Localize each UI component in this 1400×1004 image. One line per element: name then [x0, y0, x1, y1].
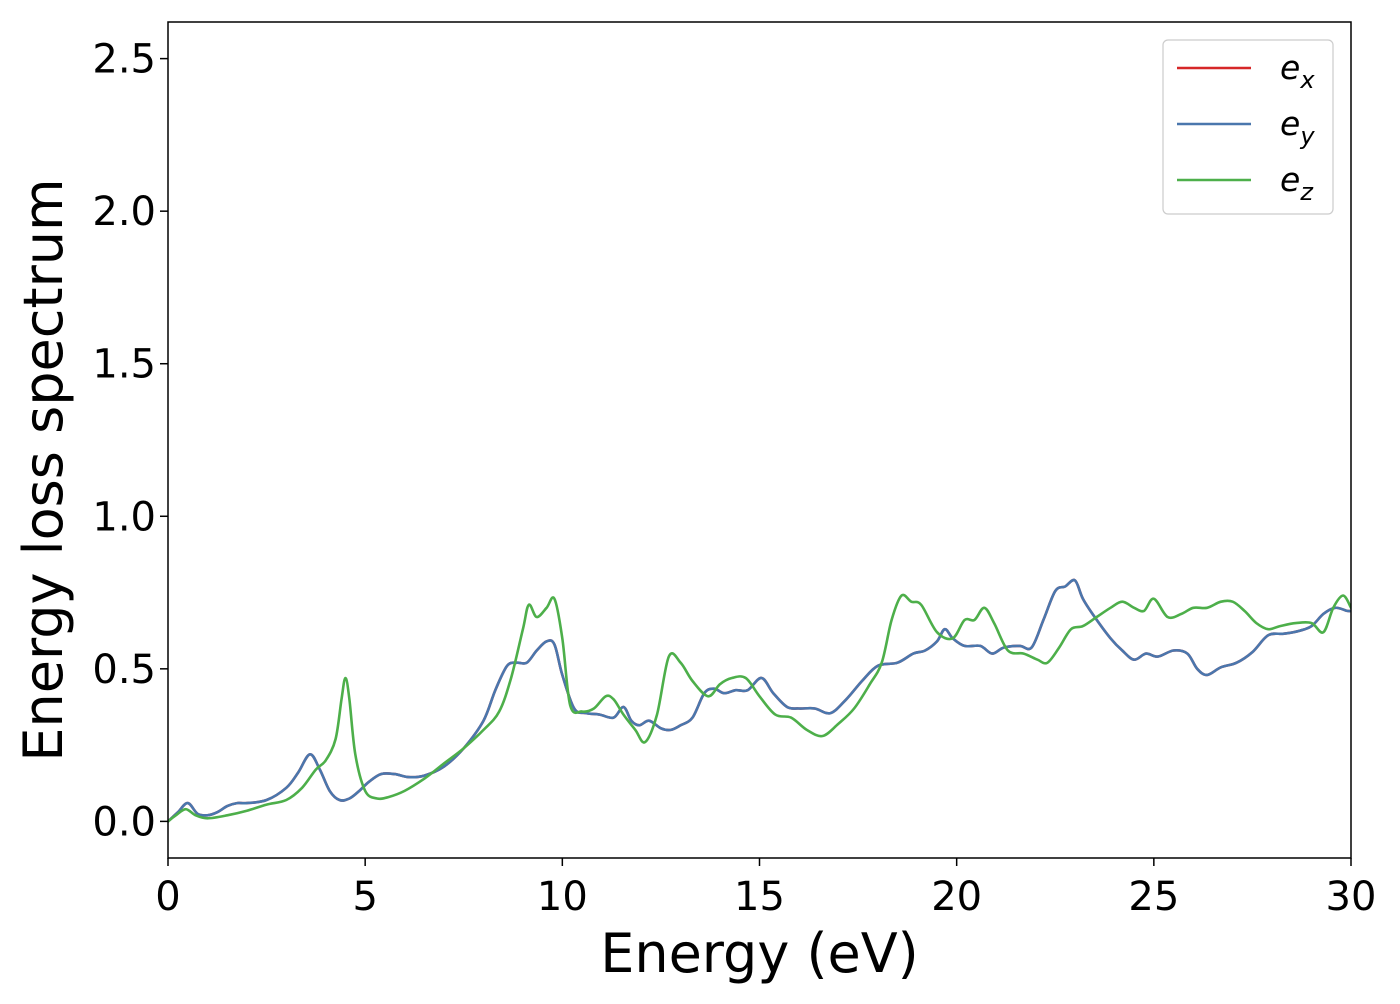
x-tick-label: 0 [155, 874, 180, 920]
y-tick-label: 2.5 [92, 37, 156, 83]
legend-label: ex [1280, 48, 1315, 94]
x-axis-ticks: 0 5 10 15 20 25 30 [155, 858, 1376, 920]
legend-item-x: ex [1177, 48, 1315, 94]
x-tick-label: 25 [1128, 874, 1179, 920]
legend-box [1162, 39, 1334, 215]
x-tick-label: 15 [734, 874, 785, 920]
y-axis-ticks: 0.0 0.5 1.0 1.5 2.0 2.5 [92, 37, 168, 845]
y-tick-label: 0.5 [92, 647, 156, 693]
legend-label: ey [1280, 104, 1315, 150]
series-line-y [168, 578, 1351, 823]
x-tick-label: 10 [537, 874, 588, 920]
legend-item-z: ez [1177, 160, 1314, 206]
y-tick-label: 1.0 [92, 494, 156, 540]
y-tick-label: 2.0 [92, 189, 156, 235]
legend: ex ey ez [1162, 39, 1334, 215]
legend-item-y: ey [1177, 104, 1315, 150]
y-tick-label: 1.5 [92, 342, 156, 388]
x-tick-label: 30 [1326, 874, 1377, 920]
y-axis-label: Energy loss spectrum [12, 178, 75, 761]
y-tick-label: 0.0 [92, 799, 156, 845]
legend-label: ez [1280, 160, 1314, 206]
series-line-z [168, 593, 1351, 823]
x-axis-label: Energy (eV) [600, 922, 919, 985]
series-layer [168, 578, 1351, 823]
x-tick-label: 20 [931, 874, 982, 920]
x-tick-label: 5 [352, 874, 377, 920]
